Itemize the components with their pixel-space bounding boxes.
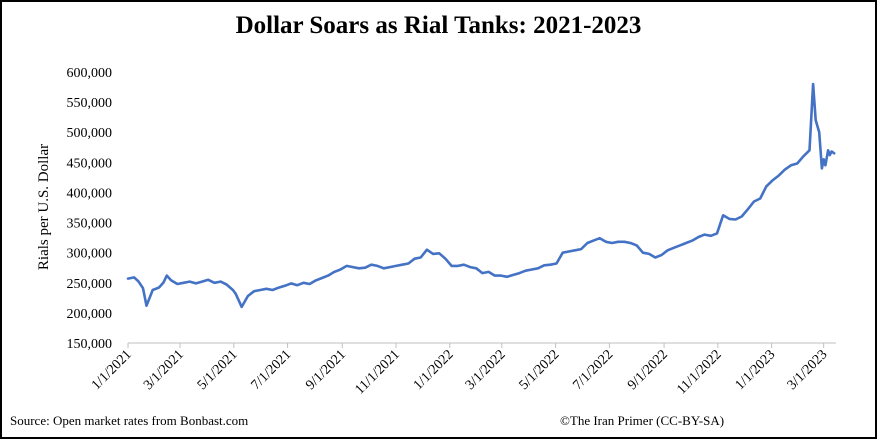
y-tick-label: 350,000 [67, 217, 113, 232]
x-tick-label: 5/1/2022 [517, 347, 563, 393]
x-tick-label: 1/1/2021 [89, 347, 135, 393]
y-tick-label: 200,000 [67, 307, 113, 322]
x-tick-label: 7/1/2021 [249, 347, 295, 393]
x-tick-label: 1/1/2022 [411, 347, 457, 393]
x-tick-label: 5/1/2021 [195, 347, 241, 393]
y-tick-label: 250,000 [67, 277, 113, 292]
x-tick-label: 11/1/2021 [352, 347, 402, 397]
x-tick-label: 7/1/2022 [570, 347, 616, 393]
y-tick-label: 600,000 [67, 66, 113, 81]
y-tick-label: 300,000 [67, 247, 113, 262]
y-tick-label: 500,000 [67, 126, 113, 141]
credit-note: ©The Iran Primer (CC-BY-SA) [560, 413, 725, 428]
y-tick-label: 550,000 [67, 96, 113, 111]
series-line-rial-rate [126, 82, 836, 309]
x-tick-label: 1/1/2023 [733, 347, 779, 393]
source-note: Source: Open market rates from Bonbast.c… [10, 413, 249, 428]
x-tick-label: 3/1/2022 [463, 347, 509, 393]
x-tick-label: 9/1/2021 [303, 347, 349, 393]
x-tick-label: 3/1/2021 [141, 347, 187, 393]
y-tick-label: 150,000 [67, 337, 113, 352]
y-axis-title: Rials per U.S. Dollar [36, 144, 52, 270]
x-tick-label: 9/1/2022 [625, 347, 671, 393]
x-tick-label: 3/1/2023 [785, 347, 831, 393]
y-tick-label: 450,000 [67, 156, 113, 171]
y-tick-label: 400,000 [67, 186, 113, 201]
x-tick-label: 11/1/2022 [674, 347, 724, 397]
chart-title: Dollar Soars as Rial Tanks: 2021-2023 [235, 12, 642, 39]
